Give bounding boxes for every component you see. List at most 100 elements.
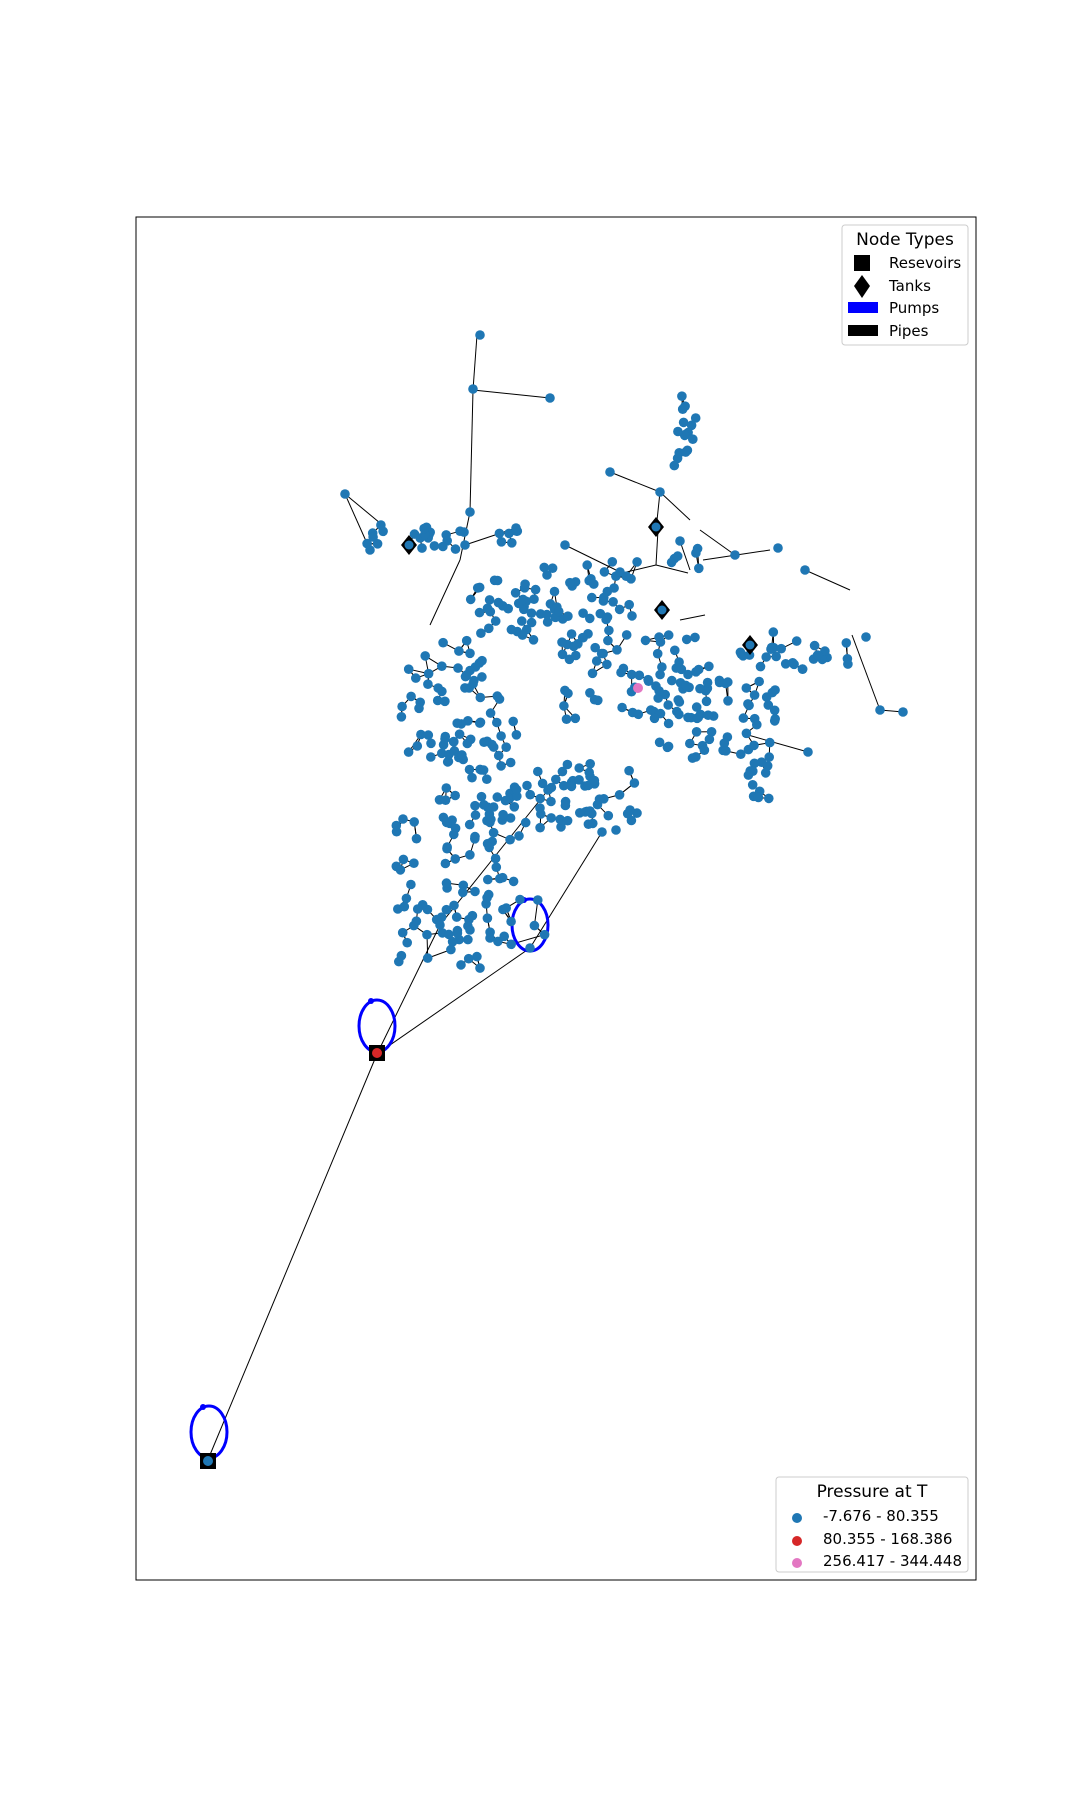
junction-node xyxy=(417,543,427,553)
junction-node xyxy=(506,916,516,927)
node-types-legend: Node Types Resevoirs Tanks Pumps Pipes xyxy=(841,224,969,346)
junction-node xyxy=(551,774,561,785)
junction-node xyxy=(497,872,508,883)
junction-node xyxy=(633,709,644,720)
junction-node xyxy=(365,545,375,555)
junction-node xyxy=(446,944,456,955)
junction-node xyxy=(672,551,683,561)
legend-box xyxy=(841,224,969,346)
junction-node xyxy=(875,705,885,715)
junction-node xyxy=(411,833,422,844)
junction-node xyxy=(432,695,443,706)
junction-node xyxy=(653,693,663,703)
junction-node xyxy=(701,696,712,707)
pipe xyxy=(344,493,381,524)
junction-node xyxy=(681,634,692,645)
junction-node xyxy=(603,635,613,646)
junction-node xyxy=(749,740,759,751)
junction-node xyxy=(571,650,581,661)
pipe xyxy=(655,564,689,574)
junction-node xyxy=(704,661,714,672)
junction-node xyxy=(809,640,820,651)
junction-node xyxy=(499,931,510,942)
junction-node xyxy=(542,617,553,627)
junction-node xyxy=(477,672,487,682)
junction-node xyxy=(663,630,674,640)
junction-node xyxy=(589,694,600,705)
junction-node xyxy=(670,645,680,656)
junction-node xyxy=(595,608,606,619)
junction-node xyxy=(760,768,771,778)
junction-node xyxy=(607,557,618,567)
junction-node xyxy=(435,920,445,930)
junction-node xyxy=(608,597,618,607)
legend-box xyxy=(775,1476,969,1573)
junction-node xyxy=(680,447,691,457)
junction-node xyxy=(498,809,508,820)
junction-node xyxy=(463,953,474,964)
junction-node xyxy=(476,628,486,638)
junction-node xyxy=(501,903,512,913)
junction-node xyxy=(470,886,480,897)
junction-node xyxy=(562,759,573,770)
junction-node xyxy=(566,781,577,792)
junction-node xyxy=(398,854,409,865)
junction-node xyxy=(771,651,781,662)
junction-node xyxy=(691,548,701,558)
junction-node xyxy=(496,761,506,771)
junction-node xyxy=(588,818,598,829)
junction-node xyxy=(412,904,423,914)
junction-node xyxy=(460,683,470,693)
junction-node xyxy=(582,560,592,570)
junction-node xyxy=(442,842,453,852)
junction-node xyxy=(505,834,515,845)
junction-node xyxy=(745,640,755,650)
junction-node xyxy=(687,753,698,763)
junction-node xyxy=(569,641,579,652)
junction-node xyxy=(414,703,424,714)
junction-node xyxy=(617,702,627,713)
junction-node xyxy=(673,695,683,705)
junction-node xyxy=(625,805,635,815)
junction-node xyxy=(496,537,507,547)
junction-node xyxy=(590,642,600,653)
junction-node xyxy=(723,677,733,687)
junction-node xyxy=(596,648,607,659)
junction-node xyxy=(514,831,524,841)
junction-node xyxy=(618,663,629,674)
junction-node xyxy=(764,793,774,804)
junction-node xyxy=(423,668,434,679)
junction-node xyxy=(599,567,610,577)
junction-node xyxy=(467,772,477,783)
junction-node xyxy=(545,393,555,403)
junction-node xyxy=(475,764,485,775)
junction-node xyxy=(898,707,908,717)
junction-node xyxy=(450,854,461,864)
junction-node xyxy=(680,401,690,412)
junction-node xyxy=(543,785,553,795)
junction-node xyxy=(730,550,740,560)
junction-node xyxy=(741,728,752,739)
junction-node xyxy=(691,727,702,737)
junction-node xyxy=(555,814,565,825)
junction-node xyxy=(549,586,560,597)
junction-node xyxy=(704,734,715,745)
junction-node xyxy=(449,746,460,756)
junction-node xyxy=(475,692,486,703)
junction-node xyxy=(557,649,568,660)
junction-node xyxy=(494,694,505,704)
junction-node xyxy=(458,887,468,898)
junction-node xyxy=(747,780,758,790)
junction-node xyxy=(472,951,482,962)
junction-node xyxy=(490,853,501,864)
legend-title: Node Types xyxy=(856,230,954,250)
junction-node xyxy=(403,747,414,757)
junction-node xyxy=(409,817,420,827)
junction-node xyxy=(688,434,698,445)
junction-node xyxy=(452,718,463,728)
junction-node xyxy=(505,813,516,823)
junction-node xyxy=(800,565,810,575)
junction-node xyxy=(686,420,697,431)
junction-node xyxy=(691,702,702,712)
junction-node xyxy=(475,718,485,728)
